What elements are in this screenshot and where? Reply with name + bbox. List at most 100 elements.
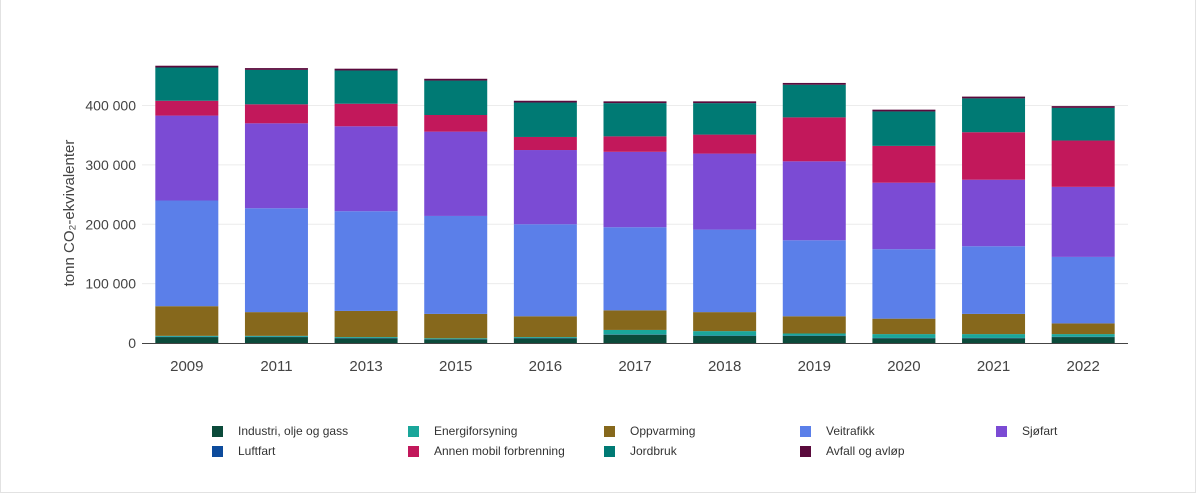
bar-veitrafikk-2009[interactable] [155,200,219,307]
bar-jordbruk-2016[interactable] [513,102,577,137]
bar-industri-olje-og-gass-2018[interactable] [693,335,757,343]
bar-avfall-og-avløp-2013[interactable] [334,68,398,71]
bar-sjøfart-2022[interactable] [1051,186,1115,257]
bar-energiforsyning-2009[interactable] [155,335,219,337]
bar-veitrafikk-2011[interactable] [244,208,308,313]
bar-annen-mobil-forbrenning-2016[interactable] [513,136,577,151]
legend-item-sjøfart[interactable]: Sjøfart [996,424,1057,438]
bar-sjøfart-2011[interactable] [244,123,308,209]
bar-sjøfart-2015[interactable] [424,131,488,216]
bar-oppvarming-2013[interactable] [334,310,398,338]
bar-sjøfart-2016[interactable] [513,150,577,225]
bar-avfall-og-avløp-2016[interactable] [513,100,577,103]
bar-avfall-og-avløp-2019[interactable] [782,82,846,85]
bar-avfall-og-avløp-2015[interactable] [424,78,488,81]
bar-energiforsyning-2011[interactable] [244,335,308,337]
bar-avfall-og-avløp-2018[interactable] [693,101,757,104]
bar-annen-mobil-forbrenning-2013[interactable] [334,103,398,127]
bar-annen-mobil-forbrenning-2009[interactable] [155,100,219,116]
bar-avfall-og-avløp-2017[interactable] [603,101,667,104]
bar-jordbruk-2009[interactable] [155,67,219,101]
bar-industri-olje-og-gass-2009[interactable] [155,337,219,343]
bar-oppvarming-2015[interactable] [424,313,488,339]
bar-jordbruk-2011[interactable] [244,69,308,105]
bar-energiforsyning-2017[interactable] [603,329,667,335]
bar-jordbruk-2013[interactable] [334,70,398,104]
bar-industri-olje-og-gass-2016[interactable] [513,338,577,343]
bar-oppvarming-2011[interactable] [244,312,308,336]
bar-jordbruk-2017[interactable] [603,103,667,137]
bar-jordbruk-2018[interactable] [693,103,757,135]
bar-annen-mobil-forbrenning-2020[interactable] [872,145,936,183]
bar-annen-mobil-forbrenning-2021[interactable] [962,132,1026,180]
bar-oppvarming-2021[interactable] [962,313,1026,335]
legend-label: Oppvarming [630,424,696,438]
bar-annen-mobil-forbrenning-2019[interactable] [782,117,846,162]
bar-sjøfart-2020[interactable] [872,182,936,250]
bar-jordbruk-2015[interactable] [424,80,488,115]
bar-annen-mobil-forbrenning-2018[interactable] [693,134,757,154]
bar-jordbruk-2019[interactable] [782,84,846,118]
bar-energiforsyning-2020[interactable] [872,334,936,338]
bar-sjøfart-2009[interactable] [155,115,219,201]
bar-avfall-og-avløp-2020[interactable] [872,109,936,112]
bar-oppvarming-2018[interactable] [693,312,757,332]
bar-jordbruk-2020[interactable] [872,111,936,146]
bar-sjøfart-2019[interactable] [782,161,846,241]
bar-energiforsyning-2016[interactable] [513,337,577,338]
bar-industri-olje-og-gass-2017[interactable] [603,334,667,343]
legend-item-industri-olje-og-gass[interactable]: Industri, olje og gass [212,424,348,438]
bar-avfall-og-avløp-2011[interactable] [244,68,308,70]
bar-sjøfart-2018[interactable] [693,153,757,230]
bar-oppvarming-2022[interactable] [1051,323,1115,335]
bar-industri-olje-og-gass-2013[interactable] [334,338,398,343]
bar-industri-olje-og-gass-2022[interactable] [1051,337,1115,343]
bar-veitrafikk-2016[interactable] [513,224,577,317]
legend-item-energiforsyning[interactable]: Energiforsyning [408,424,517,438]
bar-industri-olje-og-gass-2015[interactable] [424,339,488,343]
bar-annen-mobil-forbrenning-2022[interactable] [1051,140,1115,187]
bar-veitrafikk-2017[interactable] [603,227,667,311]
bar-jordbruk-2022[interactable] [1051,107,1115,141]
bar-oppvarming-2016[interactable] [513,316,577,338]
legend-item-luftfart[interactable]: Luftfart [212,444,275,458]
bar-industri-olje-og-gass-2021[interactable] [962,338,1026,343]
bar-oppvarming-2019[interactable] [782,316,846,334]
bar-annen-mobil-forbrenning-2015[interactable] [424,115,488,132]
legend-item-avfall-og-avløp[interactable]: Avfall og avløp [800,444,905,458]
bar-energiforsyning-2022[interactable] [1051,334,1115,337]
bar-annen-mobil-forbrenning-2011[interactable] [244,104,308,124]
legend-item-veitrafikk[interactable]: Veitrafikk [800,424,875,438]
bar-industri-olje-og-gass-2020[interactable] [872,338,936,343]
y-axis: 0 100 000 200 000 300 000 400 000 [85,98,1128,351]
bar-veitrafikk-2021[interactable] [962,246,1026,314]
bar-veitrafikk-2022[interactable] [1051,256,1115,324]
bar-avfall-og-avløp-2021[interactable] [962,96,1026,99]
legend-item-oppvarming[interactable]: Oppvarming [604,424,695,438]
bar-oppvarming-2020[interactable] [872,318,936,335]
bar-energiforsyning-2021[interactable] [962,334,1026,338]
bar-energiforsyning-2013[interactable] [334,337,398,338]
bar-avfall-og-avløp-2009[interactable] [155,65,219,68]
bar-energiforsyning-2018[interactable] [693,331,757,336]
bar-sjøfart-2021[interactable] [962,179,1026,247]
legend-item-jordbruk[interactable]: Jordbruk [604,444,677,458]
bar-annen-mobil-forbrenning-2017[interactable] [603,136,667,152]
bar-industri-olje-og-gass-2011[interactable] [244,337,308,343]
bar-sjøfart-2013[interactable] [334,126,398,212]
bar-sjøfart-2017[interactable] [603,151,667,228]
bar-veitrafikk-2018[interactable] [693,229,757,313]
bar-jordbruk-2021[interactable] [962,98,1026,133]
bar-energiforsyning-2019[interactable] [782,333,846,336]
bar-industri-olje-og-gass-2019[interactable] [782,335,846,343]
bar-veitrafikk-2013[interactable] [334,211,398,311]
x-tick-label: 2013 [349,358,382,375]
bar-avfall-og-avløp-2022[interactable] [1051,106,1115,108]
bar-oppvarming-2017[interactable] [603,310,667,330]
bar-oppvarming-2009[interactable] [155,306,219,336]
legend-item-annen-mobil-forbrenning[interactable]: Annen mobil forbrenning [408,444,565,458]
bar-veitrafikk-2019[interactable] [782,240,846,317]
bar-energiforsyning-2015[interactable] [424,338,488,340]
bar-veitrafikk-2015[interactable] [424,215,488,314]
bar-veitrafikk-2020[interactable] [872,249,936,319]
